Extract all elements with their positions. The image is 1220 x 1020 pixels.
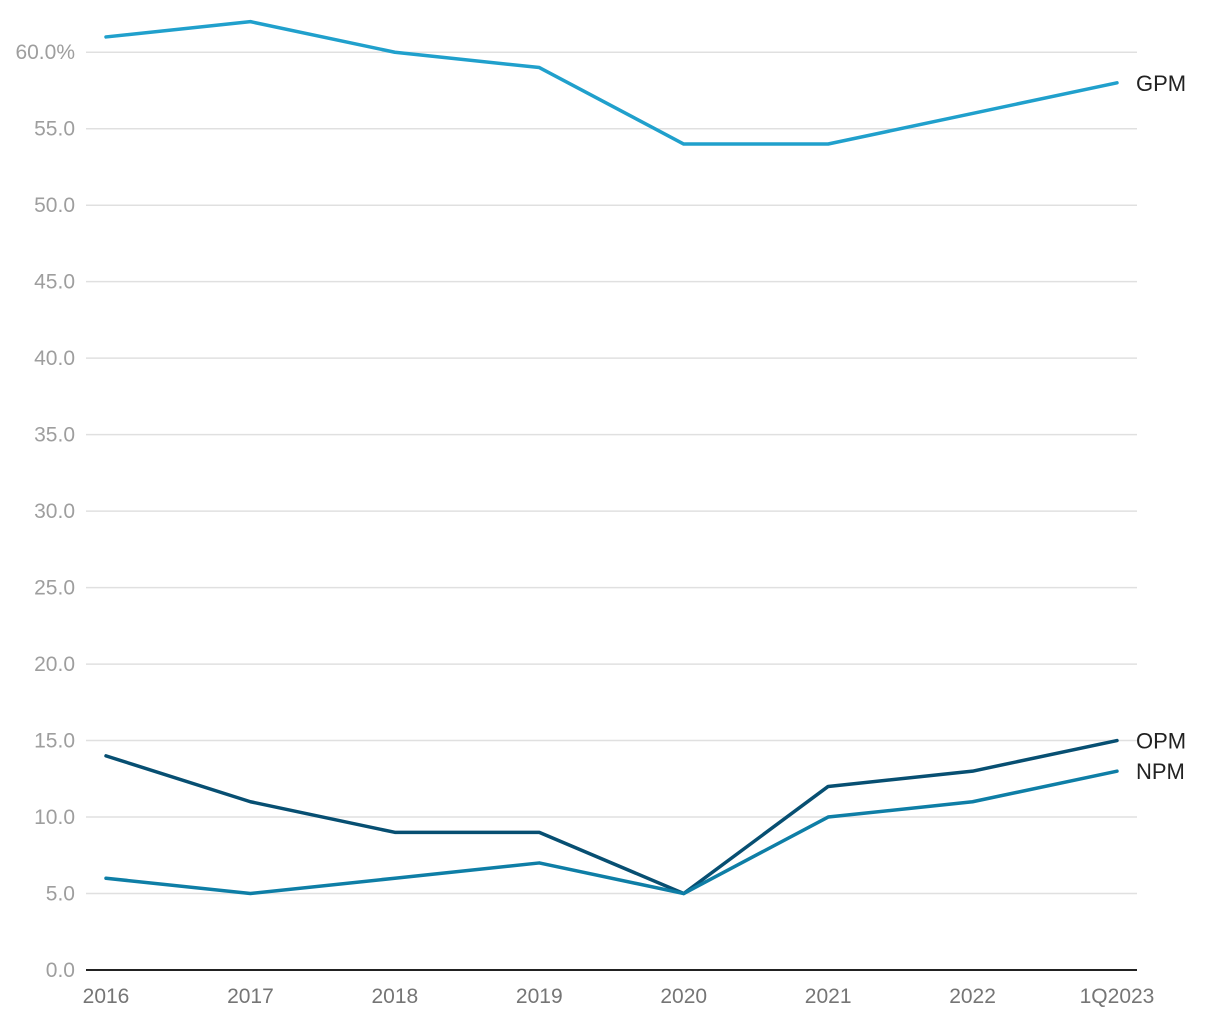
y-tick-label: 15.0 <box>34 730 75 753</box>
x-tick-label: 1Q2023 <box>1080 985 1155 1008</box>
y-tick-label: 60.0% <box>15 41 75 64</box>
y-tick-label: 35.0 <box>34 424 75 447</box>
x-axis-ticks: 2016 2017 2018 2019 2020 2021 2022 1Q2023 <box>83 985 1155 1008</box>
y-tick-label: 55.0 <box>34 118 75 141</box>
y-tick-label: 10.0 <box>34 806 75 829</box>
y-axis-ticks: 0.0 5.0 10.0 15.0 20.0 25.0 30.0 35.0 40.0 45.0 50… <box>15 41 75 982</box>
x-tick-label: 2019 <box>516 985 563 1008</box>
y-tick-label: 45.0 <box>34 271 75 294</box>
series-line-opm <box>104 738 1119 896</box>
x-tick-label: 2021 <box>805 985 852 1008</box>
y-tick-label: 40.0 <box>34 347 75 370</box>
series-label-gpm: GPM <box>1136 71 1186 96</box>
series-lines <box>104 19 1119 896</box>
x-tick-label: 2018 <box>371 985 418 1008</box>
series-labels: GPM OPM NPM <box>1136 71 1186 784</box>
y-tick-label: 0.0 <box>46 959 75 982</box>
series-line-npm <box>104 769 1119 896</box>
series-label-npm: NPM <box>1136 759 1185 784</box>
grid-lines <box>86 51 1137 895</box>
x-tick-label: 2020 <box>660 985 707 1008</box>
series-line-gpm <box>104 19 1119 146</box>
y-tick-label: 5.0 <box>46 883 75 906</box>
x-tick-label: 2017 <box>227 985 274 1008</box>
y-tick-label: 50.0 <box>34 194 75 217</box>
series-label-opm: OPM <box>1136 729 1186 754</box>
x-tick-label: 2022 <box>949 985 996 1008</box>
y-tick-label: 30.0 <box>34 500 75 523</box>
y-tick-label: 20.0 <box>34 653 75 676</box>
x-tick-label: 2016 <box>83 985 130 1008</box>
y-tick-label: 25.0 <box>34 577 75 600</box>
